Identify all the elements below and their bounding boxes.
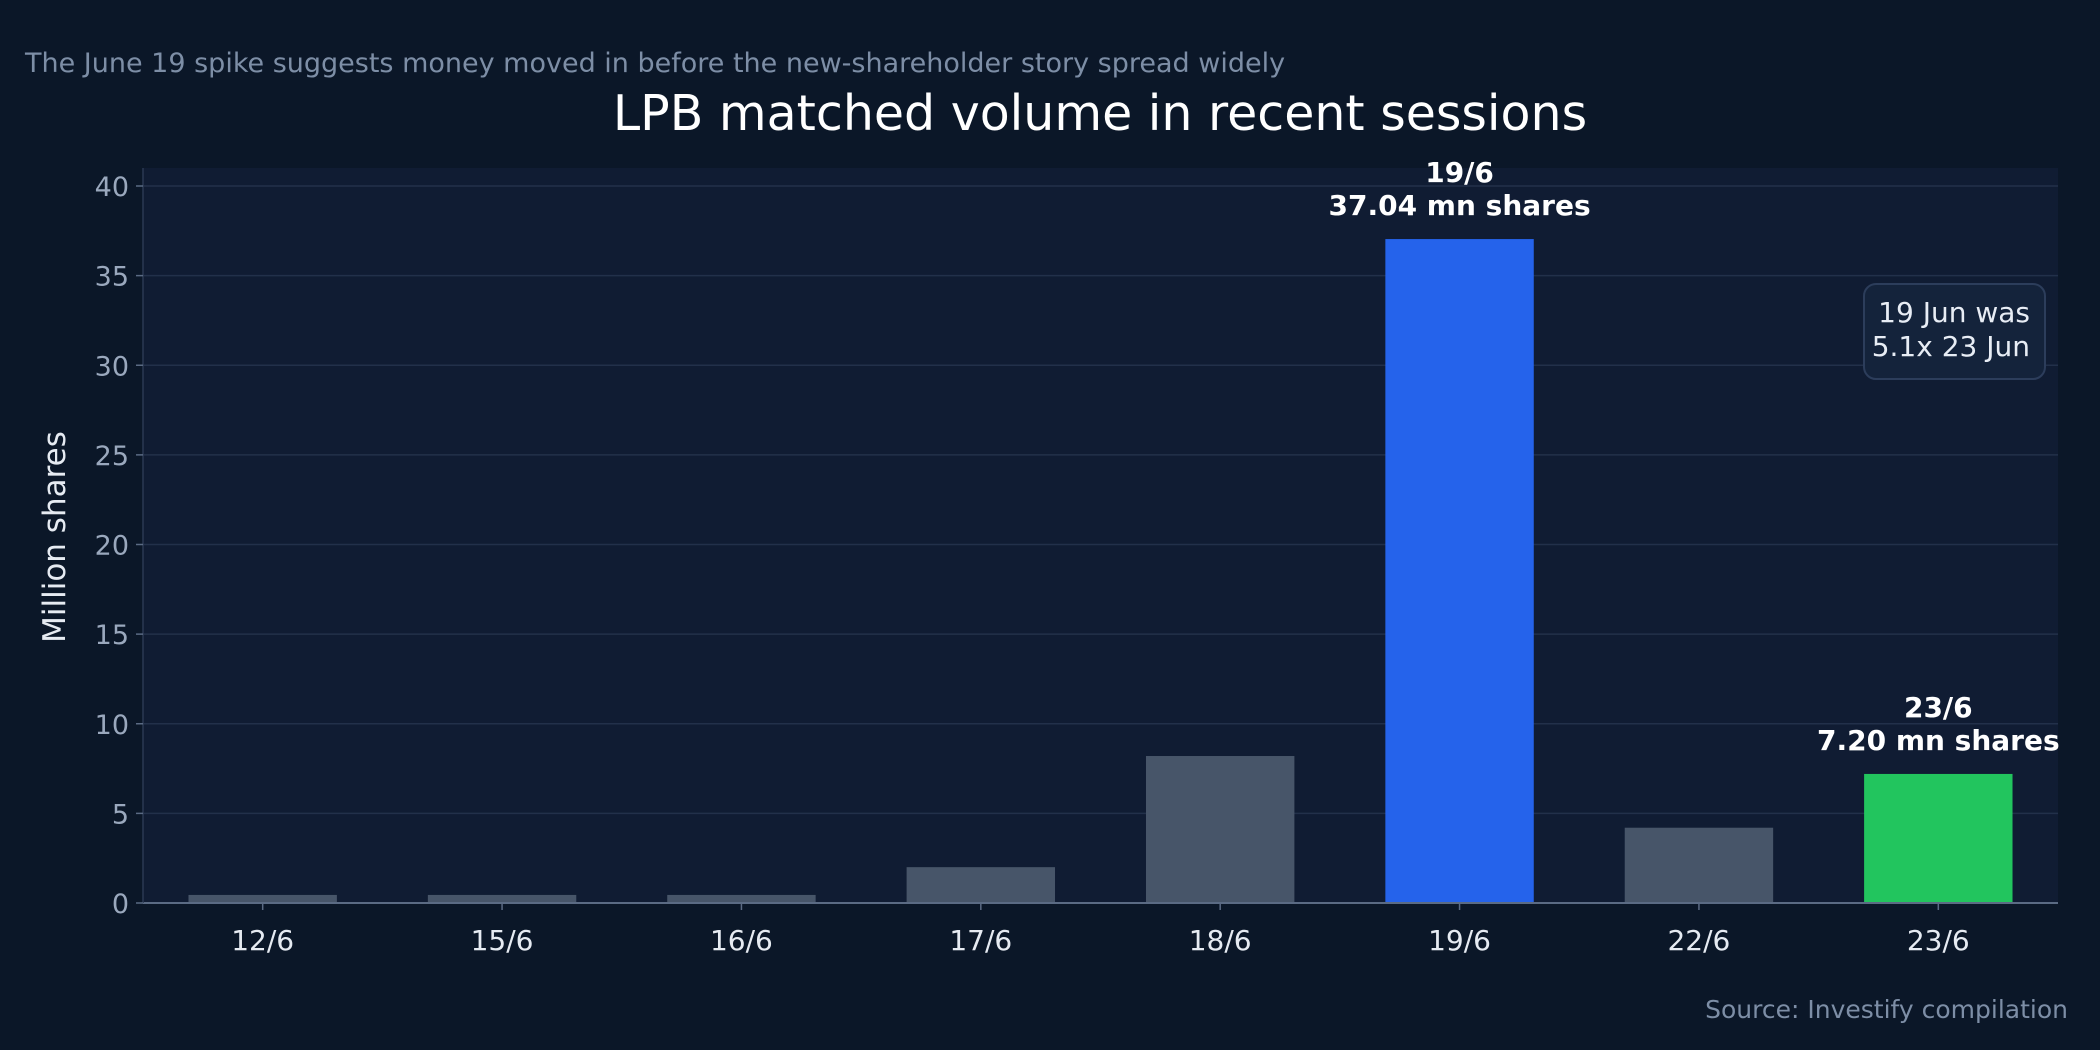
y-tick-label: 25 xyxy=(95,441,129,472)
source-note: Source: Investify compilation xyxy=(1705,995,2068,1024)
bars xyxy=(188,239,2013,904)
bar-15-6 xyxy=(427,894,577,903)
bar-16-6 xyxy=(667,894,816,903)
x-tick-label: 22/6 xyxy=(1667,924,1730,957)
data-label-23-6: 7.20 mn shares xyxy=(1817,724,2060,757)
y-axis-label: Million shares xyxy=(37,431,73,643)
x-tick-label: 19/6 xyxy=(1428,924,1491,957)
y-tick-labels: 0 5 10 15 20 25 30 35 40 xyxy=(95,172,143,920)
y-tick-label: 0 xyxy=(112,889,129,920)
bar-18-6 xyxy=(1145,756,1295,903)
x-tick-labels: 12/6 15/6 16/6 17/6 18/6 19/6 22/6 23/6 xyxy=(231,903,1970,957)
x-tick-label: 17/6 xyxy=(949,924,1012,957)
x-tick-label: 15/6 xyxy=(471,924,534,957)
bar-22-6 xyxy=(1624,827,1774,903)
x-tick-label: 16/6 xyxy=(710,924,773,957)
annotation-line-1: 19 Jun was xyxy=(1878,296,2030,329)
bar-19-6 xyxy=(1385,239,1534,904)
y-tick-label: 40 xyxy=(95,172,129,203)
bar-23-6 xyxy=(1864,773,2013,903)
x-tick-label: 12/6 xyxy=(231,924,294,957)
x-tick-label: 23/6 xyxy=(1907,924,1970,957)
y-tick-label: 15 xyxy=(95,620,129,651)
annotation-line-2: 5.1x 23 Jun xyxy=(1872,330,2030,363)
annotation-background xyxy=(1863,283,2046,380)
data-labels: 19/637.04 mn shares 23/67.20 mn shares xyxy=(1328,156,2059,757)
y-tick-label: 5 xyxy=(112,799,129,830)
x-tick-label: 18/6 xyxy=(1189,924,1252,957)
data-label-19-6: 37.04 mn shares xyxy=(1328,189,1590,222)
bar-17-6 xyxy=(906,867,1056,903)
y-tick-label: 30 xyxy=(95,351,129,382)
chart-subtitle: The June 19 spike suggests money moved i… xyxy=(24,48,1285,79)
gridlines xyxy=(143,185,2058,815)
data-label-19-6: 19/6 xyxy=(1425,156,1494,189)
bar-12-6 xyxy=(188,894,337,903)
axes xyxy=(142,168,2058,904)
plot-area xyxy=(143,168,2058,903)
y-tick-label: 35 xyxy=(95,262,129,293)
y-tick-label: 20 xyxy=(95,531,129,562)
data-label-23-6: 23/6 xyxy=(1904,691,1973,724)
annotation-box: 19 Jun was 5.1x 23 Jun xyxy=(1863,283,2046,380)
y-tick-label: 10 xyxy=(95,710,129,741)
chart-title: LPB matched volume in recent sessions xyxy=(613,85,1587,142)
